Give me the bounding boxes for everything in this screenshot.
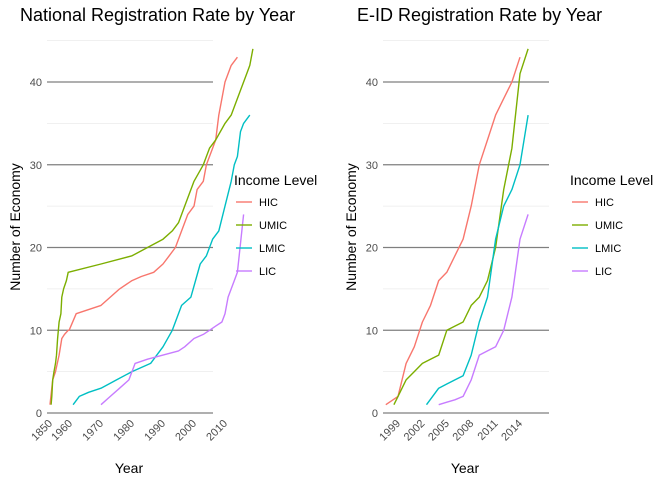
chart-eid: E-ID Registration Rate by Year 199920022… xyxy=(343,5,653,476)
y-tick-label: 0 xyxy=(372,408,378,420)
x-tick-label: 2008 xyxy=(451,418,477,444)
y-tick-label: 40 xyxy=(366,77,378,89)
legend: Income Level HIC UMIC LMIC LIC xyxy=(570,172,653,278)
legend: Income Level HIC UMIC LMIC LIC xyxy=(234,172,317,278)
x-tick-label: 1990 xyxy=(142,418,168,444)
y-tick-label: 10 xyxy=(30,325,42,337)
x-tick-label: 1960 xyxy=(49,418,75,444)
x-tick-label: 2014 xyxy=(499,418,525,444)
x-tick-label: 1980 xyxy=(111,418,137,444)
legend-title: Income Level xyxy=(570,172,653,188)
chart-title: E-ID Registration Rate by Year xyxy=(357,5,602,25)
series-line-lic xyxy=(100,214,245,406)
y-axis-title: Number of Economy xyxy=(7,163,23,291)
y-axis: 0 10 20 30 40 xyxy=(366,77,378,420)
plot-series xyxy=(385,48,529,406)
chart-title: National Registration Rate by Year xyxy=(20,5,295,25)
y-tick-label: 0 xyxy=(36,408,42,420)
legend-label-hic: HIC xyxy=(259,197,278,209)
x-tick-label: 2010 xyxy=(204,418,230,444)
y-tick-label: 30 xyxy=(30,160,42,172)
series-line-hic xyxy=(385,56,521,406)
series-line-lmic xyxy=(72,114,251,406)
plot-series xyxy=(49,48,254,406)
x-tick-label: 2011 xyxy=(476,418,501,443)
legend-label-lmic: LMIC xyxy=(595,243,621,255)
y-tick-label: 20 xyxy=(30,243,42,255)
series-line-lmic xyxy=(425,114,529,406)
x-axis-title: Year xyxy=(451,460,480,476)
series-line-umic xyxy=(393,48,529,406)
legend-label-umic: UMIC xyxy=(595,220,623,232)
series-line-umic xyxy=(50,48,254,405)
x-tick-label: 2002 xyxy=(402,418,428,444)
y-tick-label: 10 xyxy=(366,325,378,337)
x-tick-label: 1999 xyxy=(377,418,403,444)
legend-label-umic: UMIC xyxy=(259,220,287,232)
series-line-hic xyxy=(49,56,238,405)
legend-label-lic: LIC xyxy=(595,266,612,278)
grid xyxy=(47,40,213,414)
x-tick-label: 2005 xyxy=(426,418,452,444)
grid xyxy=(383,40,549,414)
x-tick-label: 1970 xyxy=(80,418,106,444)
legend-label-hic: HIC xyxy=(595,197,614,209)
legend-title: Income Level xyxy=(234,172,317,188)
y-axis-title: Number of Economy xyxy=(343,163,359,291)
y-tick-label: 20 xyxy=(366,243,378,255)
x-tick-label: 2000 xyxy=(173,418,199,444)
legend-label-lmic: LMIC xyxy=(259,243,285,255)
series-line-lic xyxy=(438,214,529,406)
legend-label-lic: LIC xyxy=(259,266,276,278)
y-axis: 0 10 20 30 40 xyxy=(30,77,42,420)
chart-national: National Registration Rate by Year 18501… xyxy=(7,5,317,476)
x-axis-title: Year xyxy=(115,460,144,476)
y-tick-label: 30 xyxy=(366,160,378,172)
y-tick-label: 40 xyxy=(30,77,42,89)
x-tick-label: 1850 xyxy=(29,418,55,444)
